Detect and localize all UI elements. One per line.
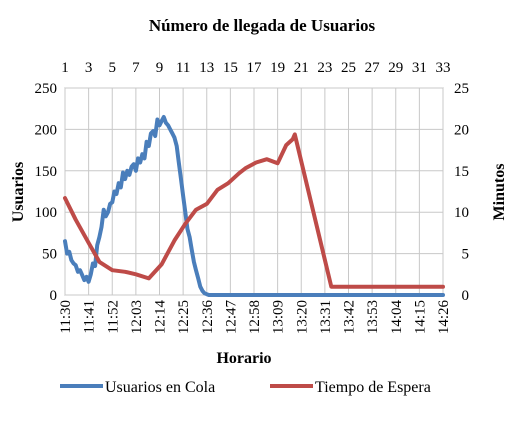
- y-left-axis-title: Usuarios: [10, 162, 27, 222]
- grid-lines-vertical: [64, 88, 444, 295]
- x-bottom-tick-labels: 11:30 11:41 11:52 12:03 12:14 12:25 12:36 12:47…: [58, 300, 452, 335]
- x-bottom-tick-label: 12:14: [153, 300, 169, 335]
- x-bottom-tick-label: 11:41: [82, 300, 98, 334]
- x-top-tick-label: 31: [412, 60, 427, 76]
- legend-label-tiempo-de-espera: Tiempo de Espera: [315, 379, 431, 396]
- x-top-tick-label: 3: [85, 60, 93, 76]
- x-bottom-tick-label: 13:20: [294, 300, 310, 334]
- x-top-tick-label: 1: [61, 60, 69, 76]
- x-bottom-tick-label: 13:42: [342, 300, 358, 334]
- plot-area: [63, 87, 445, 297]
- x-bottom-tick-label: 11:30: [58, 300, 74, 334]
- x-top-tick-label: 17: [247, 60, 263, 76]
- x-bottom-tick-label: 12:36: [200, 300, 216, 335]
- x-top-tick-label: 13: [199, 60, 214, 76]
- x-bottom-tick-label: 13:09: [271, 300, 287, 334]
- y-left-tick-label: 50: [42, 247, 57, 263]
- chart-title: Número de llegada de Usuarios: [149, 16, 376, 35]
- legend-label-usuarios-en-cola: Usuarios en Cola: [105, 379, 215, 396]
- y-left-tick-label: 150: [35, 164, 58, 180]
- x-bottom-tick-label: 12:47: [223, 300, 239, 335]
- y-right-tick-label: 10: [454, 205, 469, 221]
- x-bottom-tick-label: 14:15: [412, 300, 428, 334]
- legend: Usuarios en Cola Tiempo de Espera: [60, 379, 431, 396]
- x-bottom-tick-label: 14:04: [389, 300, 405, 335]
- x-top-tick-labels: 1 3 5 7 9 11 13 15 17 19 21 23 25 27 29 31 33: [61, 60, 450, 76]
- y-right-tick-label: 25: [454, 81, 469, 97]
- y-right-axis-title: Minutos: [491, 164, 508, 221]
- x-bottom-tick-label: 12:25: [176, 300, 192, 334]
- y-left-tick-label: 250: [35, 81, 58, 97]
- y-right-tick-label: 20: [454, 122, 469, 138]
- x-bottom-tick-label: 14:26: [436, 300, 452, 335]
- x-top-tick-label: 5: [109, 60, 117, 76]
- x-top-tick-label: 19: [270, 60, 285, 76]
- y-right-tick-label: 0: [462, 288, 470, 304]
- x-top-tick-label: 33: [436, 60, 451, 76]
- x-bottom-tick-label: 12:03: [129, 300, 145, 334]
- x-top-tick-label: 9: [156, 60, 164, 76]
- x-bottom-tick-label: 12:58: [247, 300, 263, 334]
- x-top-tick-label: 15: [223, 60, 238, 76]
- x-top-tick-label: 21: [294, 60, 309, 76]
- x-top-tick-label: 27: [365, 60, 381, 76]
- x-bottom-tick-label: 13:53: [365, 300, 381, 334]
- y-right-tick-label: 15: [454, 164, 469, 180]
- x-top-tick-label: 25: [341, 60, 356, 76]
- x-top-tick-label: 23: [317, 60, 332, 76]
- series-line-tiempo-de-espera: [63, 132, 445, 289]
- y-right-tick-label: 5: [462, 247, 470, 263]
- legend-item-usuarios-en-cola: Usuarios en Cola: [60, 379, 215, 396]
- y-left-tick-label: 200: [35, 122, 58, 138]
- x-bottom-tick-label: 13:31: [318, 300, 334, 334]
- y-right-tick-labels: 0 5 10 15 20 25: [454, 81, 469, 304]
- x-top-tick-label: 7: [132, 60, 140, 76]
- series-line-usuarios-en-cola: [63, 115, 445, 297]
- x-axis-title: Horario: [216, 350, 271, 367]
- x-bottom-tick-label: 11:52: [105, 300, 121, 334]
- y-left-tick-labels: 0 50 100 150 200 250: [35, 81, 58, 304]
- y-left-tick-label: 100: [35, 205, 58, 221]
- x-top-tick-label: 11: [176, 60, 190, 76]
- legend-item-tiempo-de-espera: Tiempo de Espera: [270, 379, 431, 396]
- x-top-tick-label: 29: [388, 60, 403, 76]
- y-left-tick-label: 0: [50, 288, 58, 304]
- series-lines: [63, 115, 445, 297]
